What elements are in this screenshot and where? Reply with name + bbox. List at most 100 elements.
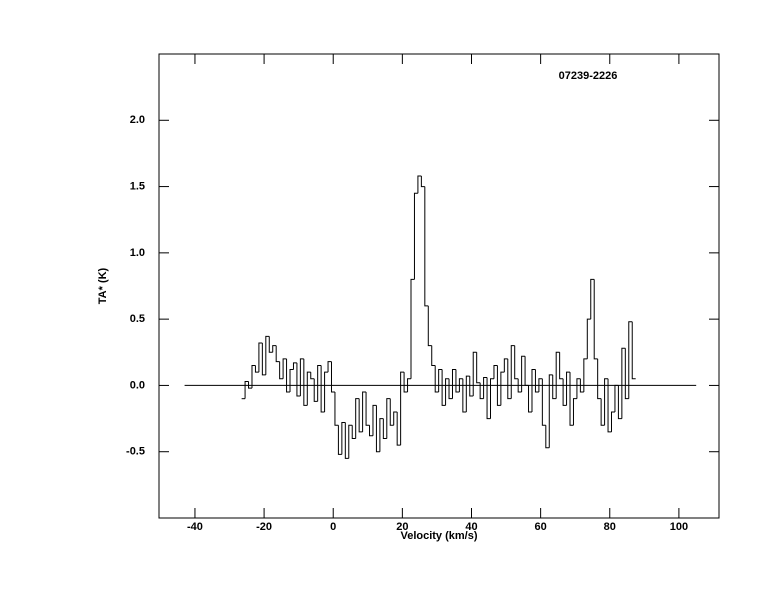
spectrum-step — [490, 378, 494, 419]
spectrum-step — [607, 378, 612, 433]
spectrum-step — [261, 343, 266, 376]
spectrum-step — [382, 418, 387, 439]
spectrum-step — [617, 385, 622, 420]
spectrum-step — [455, 369, 460, 393]
spectrum-step — [462, 378, 467, 413]
spectrum-step — [465, 375, 470, 412]
spectrum-step — [583, 358, 588, 393]
spectrum-step — [559, 352, 564, 380]
spectrum-step — [431, 345, 436, 367]
spectrum-step — [317, 365, 322, 402]
spectrum-step — [282, 358, 287, 379]
spectrum-step — [379, 418, 384, 452]
spectrum-step — [496, 365, 501, 406]
spectrum-step — [358, 398, 363, 433]
spectrum-step — [479, 382, 484, 400]
spectrum-step — [555, 351, 560, 399]
spectrum-step — [369, 425, 373, 437]
spectrum-step — [631, 321, 636, 380]
spectrum-step — [389, 398, 394, 426]
spectrum-step — [413, 192, 418, 280]
spectrum-step — [500, 371, 505, 406]
spectrum-step — [244, 380, 249, 399]
spectrum-step — [569, 372, 574, 426]
spectrum-step — [621, 347, 626, 419]
spectrum-step — [348, 424, 353, 459]
spectrum-step — [469, 376, 474, 397]
spectrum-step — [438, 369, 443, 393]
spectrum-step — [586, 318, 591, 359]
spectrum-step — [248, 381, 252, 389]
spectrum-step — [610, 411, 615, 432]
spectrum-step — [493, 365, 498, 379]
x-tick-label: 100 — [670, 521, 688, 533]
spectrum-step — [320, 365, 325, 413]
spectrum-step — [420, 175, 425, 188]
spectrum-step — [365, 392, 370, 426]
spectrum-step — [514, 345, 519, 380]
y-tick-label: 0.0 — [130, 379, 145, 391]
spectrum-step — [507, 358, 512, 400]
spectrum-step — [590, 278, 595, 320]
x-tick-label: -20 — [256, 521, 272, 533]
x-tick-label: 20 — [396, 521, 408, 533]
plot-frame — [158, 53, 720, 519]
spectrum-step — [275, 345, 280, 363]
spectrum-step — [424, 186, 429, 307]
spectrum-step — [604, 378, 609, 426]
spectrum-step — [396, 411, 401, 446]
spectrum-step — [393, 411, 398, 426]
spectrum-step — [296, 362, 301, 397]
spectrum-step — [272, 345, 277, 353]
spectrum-step — [258, 342, 263, 373]
spectrum-step — [400, 371, 405, 446]
spectrum-step — [386, 398, 391, 439]
spectrum-step — [292, 362, 297, 370]
spectrum-step — [524, 356, 529, 386]
spectrum-step — [503, 358, 508, 373]
spectrum-step — [313, 378, 318, 402]
spectrum-step — [407, 378, 411, 393]
spectrum-step — [472, 351, 477, 397]
spectrum-step — [541, 378, 546, 426]
spectrum-step — [531, 369, 536, 412]
spectrum-step — [534, 369, 539, 393]
spectrum-step — [448, 378, 453, 400]
spectrum-step — [403, 372, 408, 393]
spectrum-step — [254, 365, 259, 373]
spectrum-step — [521, 355, 526, 393]
spectrum-step — [486, 377, 491, 420]
spectrum-step — [510, 345, 515, 399]
spectrum-step — [337, 425, 342, 455]
spectrum-step — [614, 384, 619, 412]
spectrum-step — [351, 425, 356, 439]
spectrum-step — [306, 371, 311, 406]
y-tick-label: -0.5 — [126, 446, 145, 458]
x-tick-label: -40 — [187, 521, 203, 533]
spectrum-step — [310, 372, 315, 380]
spectrum-step — [552, 374, 557, 400]
x-tick-label: 60 — [535, 521, 547, 533]
spectrum-step — [303, 358, 308, 406]
spectrum-step — [324, 371, 329, 412]
spectrum-step — [341, 422, 346, 455]
spectrum-step — [445, 378, 450, 406]
spectrum-step — [441, 369, 446, 406]
spectrum-step — [579, 378, 584, 393]
spectrum-step — [562, 378, 567, 406]
spectrum-step — [251, 365, 256, 389]
spectrum-step — [279, 361, 284, 380]
spectrum-step — [355, 398, 360, 439]
y-axis-label: TA* (K) — [97, 267, 109, 304]
spectrum-step — [427, 305, 432, 347]
y-tick-label: 0.5 — [130, 313, 145, 325]
y-tick-label: 2.0 — [130, 114, 145, 126]
spectrum-step — [268, 336, 273, 353]
spectrum-step — [545, 425, 550, 449]
spectrum-step — [576, 378, 581, 399]
spectrum-step — [451, 369, 456, 399]
spectrum-step — [327, 361, 332, 373]
spectrum-step — [566, 371, 571, 406]
spectrum-step — [417, 175, 422, 194]
